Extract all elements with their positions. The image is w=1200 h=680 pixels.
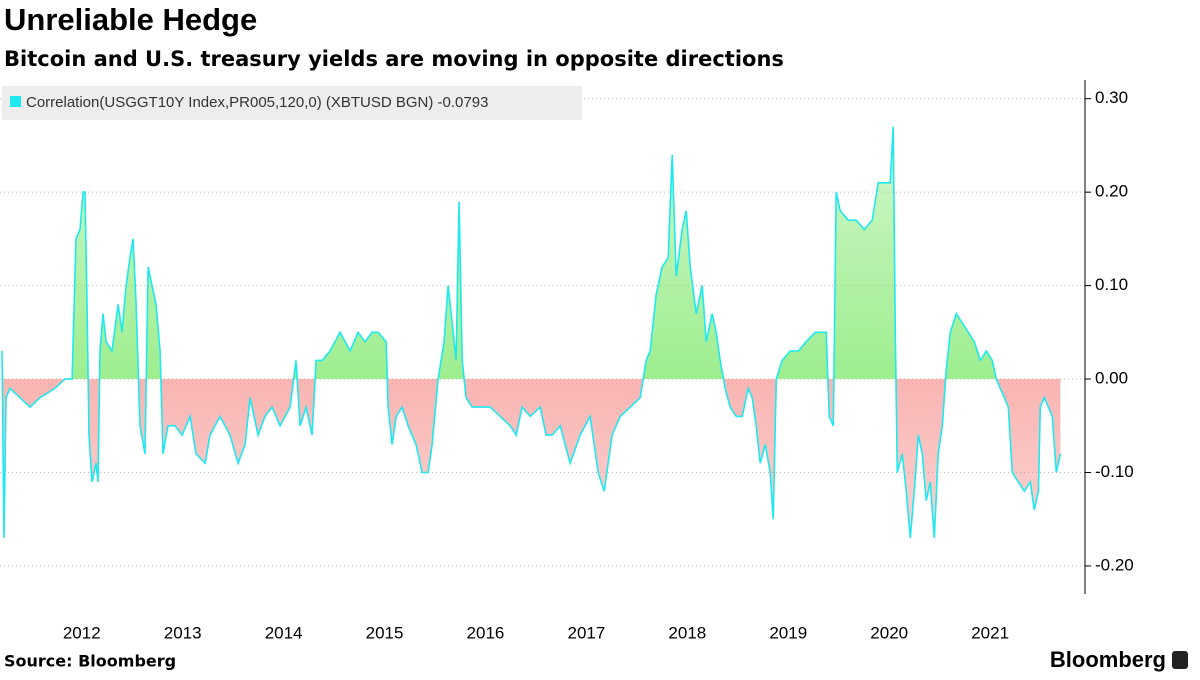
x-tick-label: 2017 xyxy=(567,623,605,642)
chart-title: Unreliable Hedge xyxy=(4,2,257,37)
x-tick-label: 2021 xyxy=(971,623,1009,642)
line xyxy=(1,126,1062,538)
x-tick-label: 2012 xyxy=(63,623,101,642)
x-tick-label: 2013 xyxy=(164,623,202,642)
y-tick-label: 0.00 xyxy=(1095,369,1128,388)
x-tick-label: 2016 xyxy=(467,623,505,642)
y-tick-label: 0.20 xyxy=(1095,182,1128,201)
y-tick-label: -0.20 xyxy=(1095,555,1134,574)
logo-icon xyxy=(1172,651,1188,669)
positive-area xyxy=(2,126,997,380)
logo: Bloomberg xyxy=(1050,647,1166,672)
x-tick-label: 2020 xyxy=(870,623,908,642)
source: Source: Bloomberg xyxy=(4,652,176,671)
x-tick-label: 2019 xyxy=(769,623,807,642)
negative-area xyxy=(2,379,1061,538)
x-tick-label: 2015 xyxy=(366,623,404,642)
x-tick-label: 2014 xyxy=(265,623,303,642)
legend-box xyxy=(2,86,582,120)
legend-swatch xyxy=(10,96,21,107)
y-tick-label: 0.30 xyxy=(1095,88,1128,107)
x-tick-label: 2018 xyxy=(668,623,706,642)
y-tick-label: -0.10 xyxy=(1095,462,1134,481)
chart-subtitle: Bitcoin and U.S. treasury yields are mov… xyxy=(4,47,784,71)
y-tick-label: 0.10 xyxy=(1095,275,1128,294)
legend-label: Correlation(USGGT10Y Index,PR005,120,0) … xyxy=(26,94,488,111)
